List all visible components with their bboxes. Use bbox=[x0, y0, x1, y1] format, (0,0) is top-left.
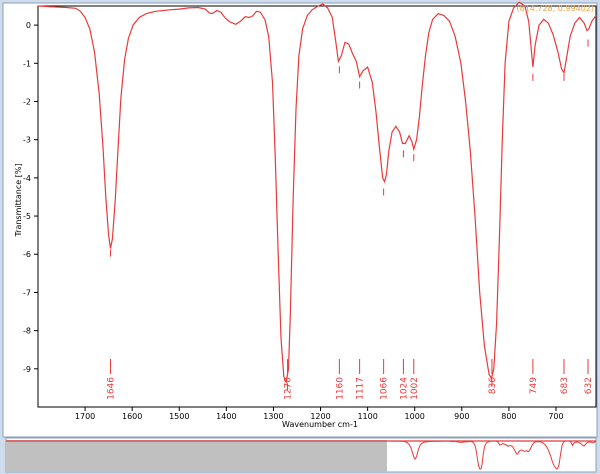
cursor-readout: (814.728, 0.99402) bbox=[517, 4, 595, 13]
peak-label-1066: 1066 bbox=[380, 377, 390, 400]
y-axis: 0 -1 -2 -3 -4 -5 -6 -7 -8 -9 bbox=[23, 21, 38, 374]
y-tick-label: -7 bbox=[23, 288, 31, 297]
peak-label-1024: 1024 bbox=[399, 377, 409, 400]
y-tick-label: -5 bbox=[23, 212, 31, 221]
x-axis-title: Wavenumber cm-1 bbox=[282, 420, 358, 429]
plot-area[interactable]: 0 -1 -2 -3 -4 -5 -6 -7 -8 -9 1700 1600 1500 1400 1300… bbox=[23, 1, 597, 421]
y-tick-label: -2 bbox=[23, 97, 31, 106]
x-tick-label: 1300 bbox=[263, 412, 283, 421]
y-tick-label: -9 bbox=[23, 365, 31, 374]
peak-label-632: 632 bbox=[584, 377, 594, 394]
x-tick-label: 1000 bbox=[405, 412, 425, 421]
plot-frame bbox=[37, 5, 597, 408]
peak-label-1270: 1270 bbox=[284, 377, 294, 400]
y-tick-label: -3 bbox=[23, 136, 31, 145]
peak-label-1117: 1117 bbox=[356, 377, 366, 400]
peak-label-1646: 1646 bbox=[107, 377, 117, 400]
x-tick-label: 1400 bbox=[216, 412, 236, 421]
x-tick-label: 1600 bbox=[122, 412, 142, 421]
x-tick-label: 800 bbox=[501, 412, 516, 421]
y-axis-title: Transmittance [%] bbox=[14, 163, 23, 237]
y-tick-label: -1 bbox=[23, 59, 31, 68]
peak-label-836: 836 bbox=[488, 377, 498, 394]
x-tick-label: 900 bbox=[454, 412, 469, 421]
overview-spectrum-line bbox=[387, 440, 597, 470]
spectrum-line bbox=[37, 1, 597, 385]
x-tick-label: 1500 bbox=[169, 412, 189, 421]
x-axis: 1700 1600 1500 1400 1300 1200 1100 1000 900 800 70… bbox=[75, 407, 564, 421]
peak-markers: 1646 1270 1160 1117 1066 1024 1002 836 749 683 632 bbox=[107, 39, 594, 400]
y-tick-label: -6 bbox=[23, 250, 31, 259]
peak-label-749: 749 bbox=[529, 377, 539, 394]
overview-unselected-region[interactable] bbox=[6, 440, 387, 472]
y-tick-label: -8 bbox=[23, 327, 31, 336]
x-tick-label: 700 bbox=[548, 412, 563, 421]
y-tick-label: -4 bbox=[23, 174, 31, 183]
y-tick-label: 0 bbox=[26, 21, 31, 30]
peak-label-683: 683 bbox=[560, 377, 570, 394]
x-tick-label: 1100 bbox=[357, 412, 377, 421]
x-tick-label: 1700 bbox=[75, 412, 95, 421]
chart-background bbox=[2, 2, 598, 438]
x-tick-label: 1200 bbox=[310, 412, 330, 421]
peak-label-1002: 1002 bbox=[410, 377, 420, 400]
overview-navigator[interactable] bbox=[5, 437, 597, 473]
peak-label-1160: 1160 bbox=[335, 377, 345, 400]
